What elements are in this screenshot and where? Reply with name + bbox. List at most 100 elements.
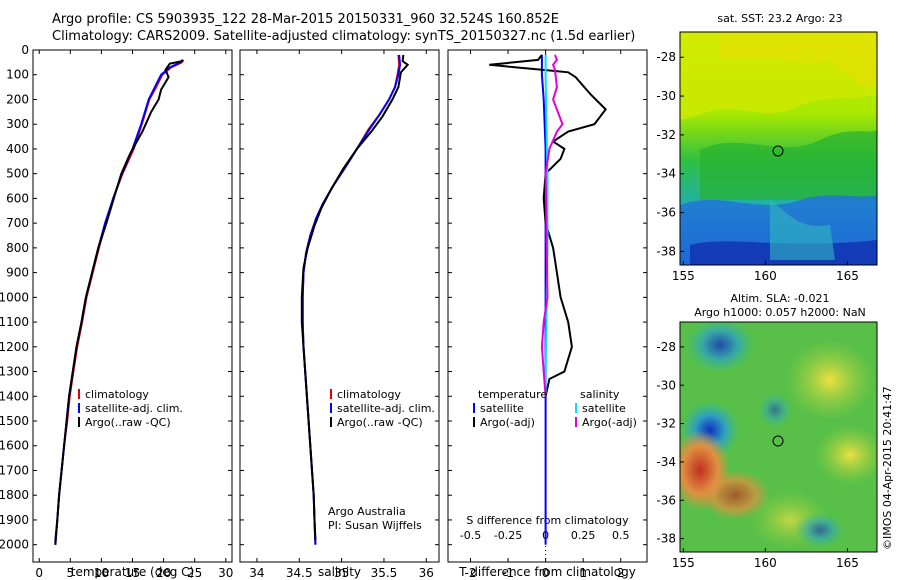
map-y-tick-label-sst: -34 [656, 167, 676, 181]
y-tick-label: 1600 [0, 439, 29, 453]
map-x-tick-label-sst: 165 [836, 269, 859, 283]
x-axis-label-differences: T difference from climatology [458, 565, 636, 579]
y-tick-label: 1700 [0, 463, 29, 477]
argo-location-marker-sla [772, 435, 784, 447]
imos-credit: ©IMOS 04-Apr-2015 20:41:47 [881, 386, 894, 550]
x-tick-label-differences: -1 [502, 566, 514, 580]
x-tick-label-temperature: 15 [125, 566, 140, 580]
map-x-tick-label-sla: 160 [754, 556, 777, 570]
series-line-differences-argo_salinity [540, 54, 564, 397]
series-line-differences-satellite [540, 54, 547, 545]
top-axis-tick-label: 0.5 [612, 529, 630, 542]
map-y-tick-label-sla: -28 [656, 340, 676, 354]
sla-map [679, 321, 878, 553]
x-axis-label-temperature: temperature (deg C) [71, 565, 194, 579]
x-tick-label-differences: 2 [617, 566, 625, 580]
series-line-salinity-climatology [301, 54, 401, 545]
x-tick-label-temperature: 30 [218, 566, 233, 580]
y-tick-label: 2000 [0, 538, 29, 552]
y-tick-label: 1100 [0, 315, 29, 329]
y-tick-label: 500 [6, 167, 29, 181]
x-tick-label-temperature: 25 [187, 566, 202, 580]
map-y-tick-label-sst: -38 [656, 244, 676, 258]
plot-frame-salinity [239, 49, 440, 563]
map-y-tick-label-sla: -30 [656, 378, 676, 392]
sst-map-title: sat. SST: 23.2 Argo: 23 [717, 12, 842, 25]
y-tick-label: 1400 [0, 389, 29, 403]
series-line-salinity-argo [300, 54, 410, 540]
x-tick-label-temperature: 5 [66, 566, 74, 580]
legend-label-temperature: Argo(-adj) [480, 416, 535, 429]
sla-map-title-line-1: Altim. SLA: -0.021 [730, 292, 829, 305]
map-y-tick-label-sla: -34 [656, 455, 676, 469]
y-tick-label: 400 [6, 142, 29, 156]
x-tick-label-differences: 1 [579, 566, 587, 580]
x-tick-label-salinity: 34.5 [286, 566, 313, 580]
y-tick-label: 1000 [0, 290, 29, 304]
map-x-tick-label-sla: 165 [836, 556, 859, 570]
y-tick-label: 100 [6, 68, 29, 82]
sst-map [679, 31, 878, 266]
x-tick-label-temperature: 20 [156, 566, 171, 580]
x-axis-label-salinity: salinity [318, 565, 361, 579]
map-y-tick-label-sla: -32 [656, 417, 676, 431]
y-tick-label: 1900 [0, 513, 29, 527]
title-line-2: Climatology: CARS2009. Satellite-adjuste… [52, 29, 636, 44]
map-x-tick-label-sla: 155 [672, 556, 695, 570]
series-line-differences-argo [489, 54, 608, 397]
x-tick-label-temperature: 0 [35, 566, 43, 580]
legend-label-salinity: satellite [582, 402, 626, 415]
map-x-tick-label-sst: 155 [672, 269, 695, 283]
map-y-tick-label-sla: -38 [656, 532, 676, 546]
y-tick-label: 800 [6, 241, 29, 255]
legend-label-temperature: climatology [85, 388, 149, 401]
x-tick-label-salinity: 35 [334, 566, 349, 580]
y-tick-label: 700 [6, 216, 29, 230]
x-tick-label-differences: 0 [542, 566, 550, 580]
plot-frame-differences [447, 49, 648, 563]
x-tick-label-differences: -2 [465, 566, 477, 580]
title-line-1: Argo profile: CS 5903935_122 28-Mar-2015… [52, 12, 560, 27]
legend-label-salinity: climatology [337, 388, 401, 401]
salinity-annotation: PI: Susan Wijffels [328, 519, 422, 532]
y-tick-label: 300 [6, 117, 29, 131]
legend-label-salinity: Argo(-adj) [582, 416, 637, 429]
top-axis-tick-label: -0.25 [494, 529, 522, 542]
map-x-tick-label-sst: 160 [754, 269, 777, 283]
y-tick-label: 200 [6, 92, 29, 106]
argo-location-marker-sst [772, 145, 784, 157]
y-tick-label: 0 [21, 43, 29, 57]
legend-label-temperature: satellite [480, 402, 524, 415]
series-line-salinity-satellite [301, 54, 402, 545]
y-tick-label: 1800 [0, 488, 29, 502]
legend-label-temperature: satellite-adj. clim. [85, 402, 183, 415]
y-tick-label: 600 [6, 191, 29, 205]
map-y-tick-label-sst: -36 [656, 206, 676, 220]
legend-label-temperature: Argo(..raw -QC) [85, 416, 171, 429]
y-tick-label: 1200 [0, 340, 29, 354]
salinity-annotation: Argo Australia [328, 505, 406, 518]
x-tick-label-salinity: 34 [249, 566, 264, 580]
map-y-tick-label-sst: -30 [656, 89, 676, 103]
legend-label-salinity: Argo(..raw -QC) [337, 416, 423, 429]
series-line-differences-sat_salinity [544, 54, 549, 397]
series-line-temperature-argo [54, 59, 184, 545]
map-y-tick-label-sst: -28 [656, 50, 676, 64]
y-tick-label: 1500 [0, 414, 29, 428]
top-axis-tick-label: 0.25 [571, 529, 596, 542]
map-y-tick-label-sla: -36 [656, 493, 676, 507]
top-axis-tick-label: -0.5 [460, 529, 481, 542]
legend-title-temperature: temperature [478, 388, 547, 401]
y-tick-label: 1300 [0, 365, 29, 379]
plot-frame-temperature [32, 49, 233, 563]
series-line-temperature-climatology [54, 59, 185, 545]
legend-label-salinity: satellite-adj. clim. [337, 402, 435, 415]
map-y-tick-label-sst: -32 [656, 128, 676, 142]
top-axis-label: S difference from climatology [466, 514, 629, 527]
series-line-temperature-satellite [54, 59, 184, 545]
y-tick-label: 900 [6, 266, 29, 280]
x-tick-label-temperature: 10 [94, 566, 109, 580]
sla-map-title-line-2: Argo h1000: 0.057 h2000: NaN [694, 306, 866, 319]
x-tick-label-salinity: 35.5 [371, 566, 398, 580]
